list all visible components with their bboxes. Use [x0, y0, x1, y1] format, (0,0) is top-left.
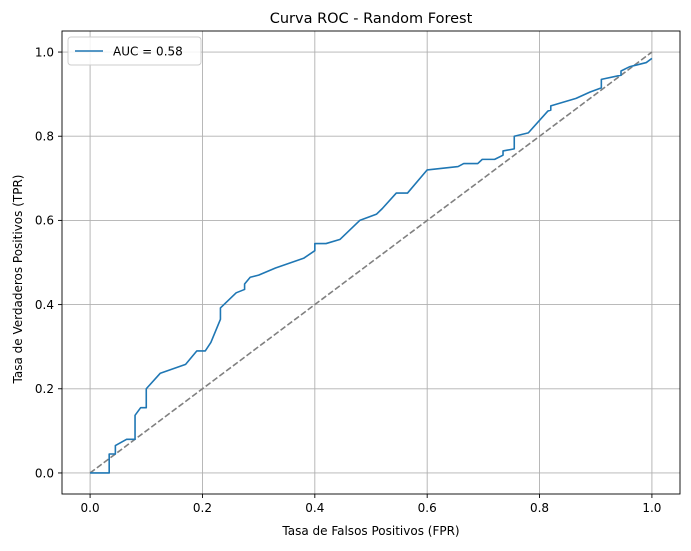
x-tick-label: 1.0: [642, 501, 661, 515]
chart-title: Curva ROC - Random Forest: [270, 11, 473, 27]
x-tick-label: 0.2: [193, 501, 212, 515]
axis-ticks: 0.0 0.2 0.4 0.6 0.8 1.0 0.0 0.2 0.4 0.6 0.8 1.0: [35, 45, 662, 515]
legend-label-auc: AUC = 0.58: [113, 45, 183, 59]
x-tick-label: 0.6: [418, 501, 437, 515]
x-axis-label: Tasa de Falsos Positivos (FPR): [281, 524, 459, 538]
y-tick-label: 0.6: [35, 214, 54, 228]
series-lines: [89, 51, 653, 474]
y-tick-label: 1.0: [35, 45, 54, 59]
y-tick-label: 0.0: [35, 466, 54, 480]
x-tick-label: 0.0: [81, 501, 100, 515]
y-tick-label: 0.4: [35, 298, 54, 312]
legend: AUC = 0.58: [67, 36, 202, 66]
y-axis-label: Tasa de Verdaderos Positivos (TPR): [11, 175, 25, 385]
roc-curve-line: [90, 57, 653, 474]
x-tick-label: 0.8: [530, 501, 549, 515]
plot-frame: [61, 30, 681, 495]
x-tick-label: 0.4: [305, 501, 324, 515]
y-tick-label: 0.8: [35, 130, 54, 144]
random-classifier-diagonal-line: [89, 51, 653, 474]
y-tick-label: 0.2: [35, 382, 54, 396]
legend-box: [67, 36, 202, 66]
